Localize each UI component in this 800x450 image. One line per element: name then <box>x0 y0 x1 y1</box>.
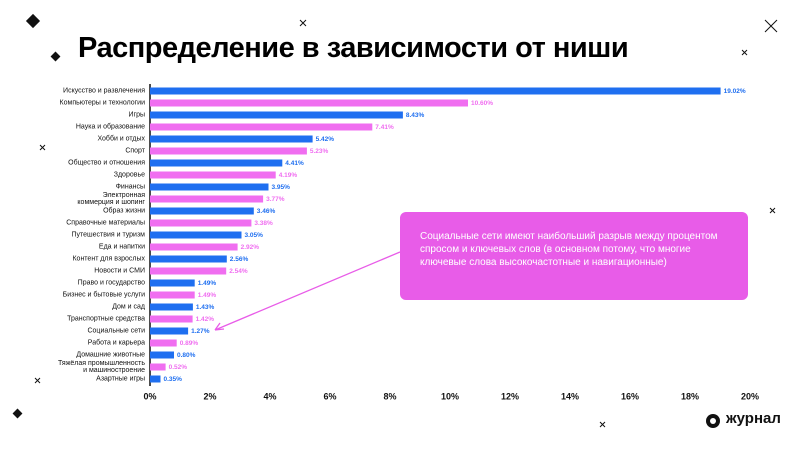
value-label: 4.19% <box>279 172 298 179</box>
bar <box>150 315 193 323</box>
bar <box>150 243 238 251</box>
bar <box>150 111 403 119</box>
value-label: 19.02% <box>724 88 746 95</box>
value-label: 7.41% <box>375 124 394 131</box>
category-label: Справочные материалы <box>66 219 145 227</box>
bar <box>150 351 174 359</box>
category-label: Искусство и развлечения <box>63 87 145 95</box>
category-label: Путешествия и туризм <box>71 231 145 239</box>
annotation: Социальные сети имеют наибольший разрыв … <box>400 212 748 300</box>
bar <box>150 183 269 191</box>
value-label: 3.05% <box>245 232 264 239</box>
category-label: Финансы <box>115 183 145 191</box>
bar <box>150 159 283 167</box>
value-label: 2.56% <box>230 256 249 263</box>
bar <box>150 231 242 239</box>
x-tick-label: 20% <box>741 391 759 401</box>
bar <box>150 327 189 335</box>
bar <box>150 303 193 311</box>
bar <box>150 339 177 347</box>
category-label: Работа и карьера <box>87 339 145 347</box>
value-label: 10.60% <box>471 100 493 107</box>
bar <box>150 171 276 179</box>
value-label: 3.95% <box>272 184 291 191</box>
category-label: Дом и сад <box>112 303 145 311</box>
bar <box>150 207 254 215</box>
category-label: Хобби и отдых <box>97 135 145 143</box>
x-tick-label: 14% <box>561 391 579 401</box>
x-tick-label: 12% <box>501 391 519 401</box>
value-label: 5.23% <box>310 148 329 155</box>
category-label: Азартные игры <box>96 375 145 383</box>
category-label: Спорт <box>125 147 145 155</box>
value-label: 2.92% <box>241 244 260 251</box>
value-label: 4.41% <box>285 160 304 167</box>
value-label: 1.49% <box>198 292 217 299</box>
decor <box>12 408 23 419</box>
category-label: Общество и отношения <box>68 159 145 167</box>
logo-text: журнал <box>726 410 781 427</box>
category-label: Тяжёлая промышленность и машиностроение <box>58 360 145 374</box>
value-label: 1.42% <box>196 316 215 323</box>
value-label: 5.42% <box>316 136 335 143</box>
value-label: 2.54% <box>229 268 248 275</box>
x-tick-label: 0% <box>143 391 156 401</box>
x-tick-label: 16% <box>621 391 639 401</box>
value-label: 0.52% <box>169 364 188 371</box>
category-label: Образ жизни <box>103 207 145 215</box>
value-label: 1.43% <box>196 304 215 311</box>
category-label: Право и государство <box>77 279 145 287</box>
x-tick-label: 4% <box>263 391 276 401</box>
bar <box>150 267 227 275</box>
bar <box>150 291 195 299</box>
decor <box>25 13 41 29</box>
chart-title: Распределение в зависимости от ниши <box>78 32 629 64</box>
category-label: Бизнес и бытовые услуги <box>62 291 145 299</box>
decor <box>50 51 61 62</box>
value-label: 0.89% <box>180 340 199 347</box>
category-label: Новости и СМИ <box>94 267 145 275</box>
bar <box>150 219 252 227</box>
category-label: Электронная коммерция и шопинг <box>77 192 145 206</box>
value-label: 3.38% <box>254 220 273 227</box>
decor <box>34 19 778 428</box>
category-label: Компьютеры и технологии <box>59 99 145 107</box>
bar <box>150 375 161 383</box>
bar <box>150 99 468 107</box>
category-label: Домашние животные <box>76 351 145 359</box>
bar <box>150 135 313 143</box>
bar <box>150 147 307 155</box>
x-tick-label: 2% <box>203 391 216 401</box>
annotation-arrow <box>214 251 401 331</box>
value-label: 3.77% <box>266 196 285 203</box>
value-label: 8.43% <box>406 112 425 119</box>
x-tick-label: 18% <box>681 391 699 401</box>
value-label: 1.49% <box>198 280 217 287</box>
bar <box>150 123 373 131</box>
x-tick-label: 10% <box>441 391 459 401</box>
bar <box>150 255 227 263</box>
bar <box>150 195 264 203</box>
category-label: Контент для взрослых <box>72 255 145 263</box>
category-label: Игры <box>128 111 145 119</box>
category-label: Наука и образование <box>75 123 145 131</box>
logo-icon <box>710 418 716 424</box>
category-label: Еда и напитки <box>98 243 145 251</box>
category-label: Социальные сети <box>87 327 145 335</box>
value-label: 0.35% <box>164 376 183 383</box>
category-label: Здоровье <box>113 171 145 179</box>
x-tick-label: 6% <box>323 391 336 401</box>
value-label: 1.27% <box>191 328 210 335</box>
bar <box>150 87 721 95</box>
value-label: 0.80% <box>177 352 196 359</box>
category-label: Транспортные средства <box>67 315 145 323</box>
value-label: 3.46% <box>257 208 276 215</box>
bar <box>150 363 166 371</box>
bar <box>150 279 195 287</box>
x-tick-label: 8% <box>383 391 396 401</box>
